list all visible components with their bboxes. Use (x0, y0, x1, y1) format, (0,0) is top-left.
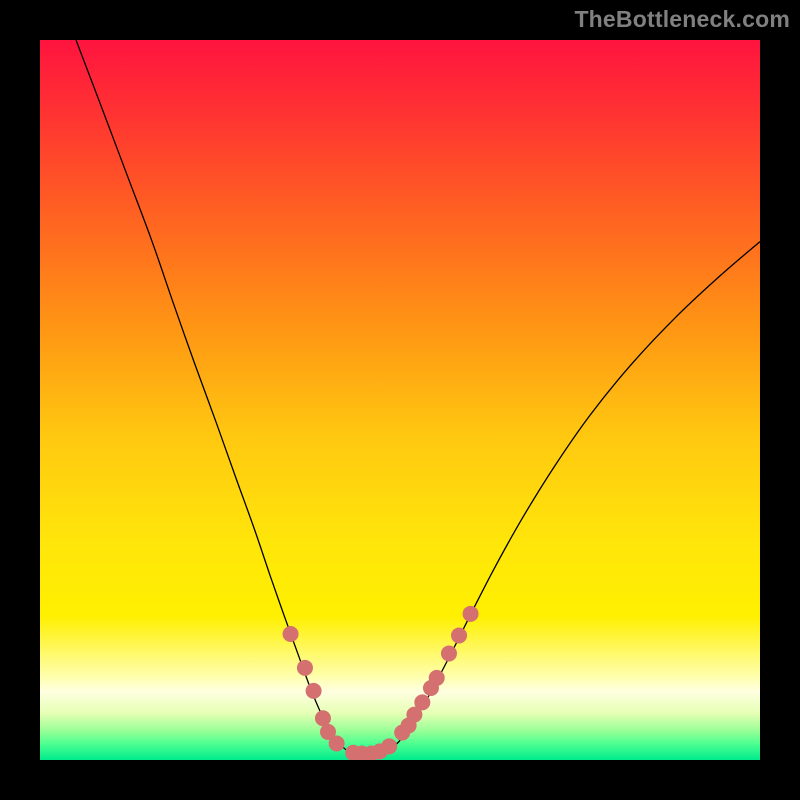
bottleneck-chart (40, 40, 760, 760)
data-marker (329, 735, 345, 751)
data-marker (283, 626, 299, 642)
data-marker (315, 710, 331, 726)
data-marker (297, 660, 313, 676)
data-marker (441, 645, 457, 661)
chart-background (40, 40, 760, 760)
data-marker (451, 627, 467, 643)
data-marker (306, 683, 322, 699)
data-marker (463, 606, 479, 622)
data-marker (381, 738, 397, 754)
data-marker (414, 694, 430, 710)
data-marker (429, 670, 445, 686)
watermark-text: TheBottleneck.com (574, 6, 790, 33)
